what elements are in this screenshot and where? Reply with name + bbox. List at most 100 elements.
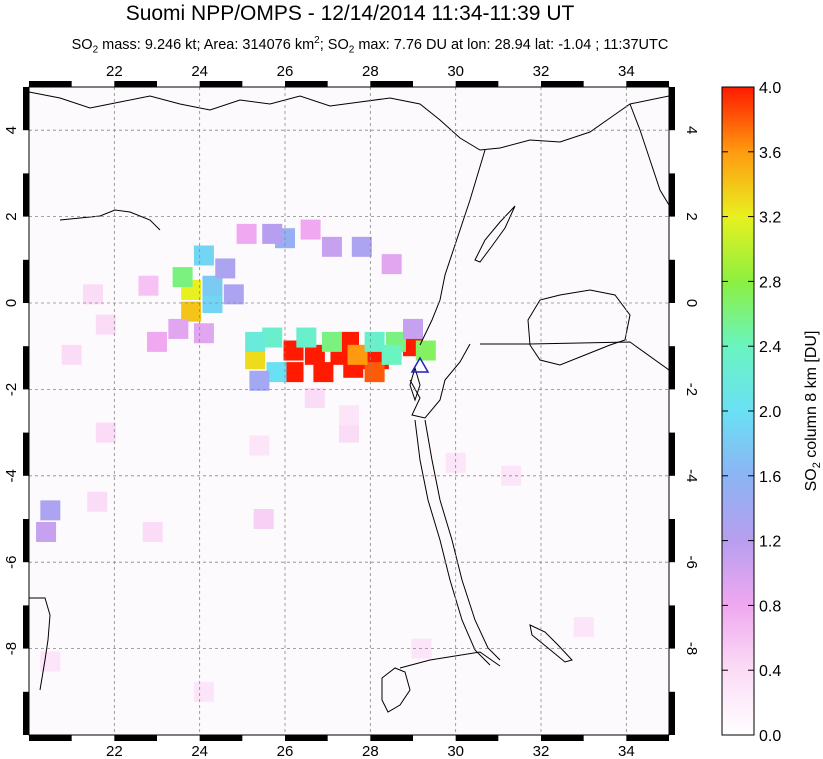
x-tick-label-bottom: 24 (191, 743, 208, 759)
colorbar-tick-label: 2.0 (759, 404, 781, 421)
so2-pixel (351, 236, 372, 257)
so2-pixel (249, 370, 270, 391)
chart-title: Suomi NPP/OMPS - 12/14/2014 11:34-11:39 … (125, 2, 575, 25)
lake-albert (474, 205, 516, 263)
frame-bar (23, 519, 29, 563)
lake-victoria (527, 289, 631, 366)
so2-pixel (381, 254, 402, 275)
so2-pixel (138, 275, 159, 296)
so2-pixel (403, 318, 423, 339)
colorbar-tick-label: 0.0 (759, 728, 781, 745)
lake-tanganyika-west (414, 419, 491, 666)
frame-bar (669, 87, 675, 131)
border-burundi (409, 343, 471, 419)
y-tick-label-left: -6 (3, 556, 20, 569)
so2-pixel (573, 617, 594, 637)
x-tick-label-bottom: 28 (362, 743, 379, 759)
x-tick-label-top: 34 (618, 63, 635, 80)
border-zambia-tz (399, 651, 501, 669)
so2-pixel (304, 344, 325, 365)
so2-pixel (253, 509, 274, 529)
subtitle-part3: max: 7.76 DU at lon: 28.94 lat: -1.04 ; … (354, 36, 669, 53)
gridlines (29, 87, 669, 735)
y-tick-label-right: 2 (683, 212, 700, 220)
x-tick-label-top: 24 (191, 63, 208, 80)
so2-pixel (364, 362, 385, 383)
y-tick-label-right: -8 (683, 642, 700, 655)
y-tick-label-left: 4 (3, 126, 20, 134)
frame-bar (541, 735, 584, 741)
colorbar-label-sub: 2 (811, 462, 823, 468)
so2-pixel (347, 344, 368, 365)
colorbar-label-post: column 8 km [DU] (803, 331, 820, 463)
border-north (29, 91, 669, 151)
frame-bar (669, 691, 675, 735)
so2-pixel (415, 340, 436, 361)
y-tick-label-right: 0 (683, 299, 700, 307)
colorbar-label: SO2 column 8 km [DU] (803, 331, 823, 492)
x-tick-label-top: 32 (533, 63, 550, 80)
so2-pixel (321, 331, 342, 352)
so2-pixel (168, 318, 189, 339)
x-tick-label-top: 30 (447, 63, 464, 80)
subtitle-sub2: 2 (348, 44, 355, 56)
subtitle-so: SO (71, 36, 93, 53)
so2-pixel (313, 362, 334, 383)
so2-pixel (300, 219, 321, 240)
colorbar-tick-label: 1.6 (759, 469, 781, 486)
so2-pixel (249, 435, 270, 456)
frame-bar (23, 173, 29, 217)
frame-bar (199, 735, 243, 741)
x-tick-label-bottom: 22 (106, 743, 123, 759)
so2-pixel (193, 323, 214, 344)
colorbar-tick-label: 1.2 (759, 534, 781, 551)
frame-bar (114, 735, 157, 741)
frame-bar (669, 519, 675, 563)
border-uganda-west (419, 149, 486, 346)
so2-pixel (95, 314, 116, 335)
so2-pixel (223, 284, 244, 305)
so2-pixel (147, 331, 167, 352)
x-tick-label-top: 22 (106, 63, 123, 80)
y-tick-label-left: -8 (3, 642, 20, 655)
y-tick-label-left: -2 (3, 383, 20, 396)
x-tick-label-bottom: 26 (277, 743, 294, 759)
so2-pixel (381, 344, 402, 365)
lake-tanganyika-east (424, 419, 501, 661)
y-tick-label-left: -4 (3, 469, 20, 482)
y-tick-label-left: 2 (3, 212, 20, 220)
so2-pixel (283, 362, 304, 383)
x-tick-label-bottom: 32 (533, 743, 550, 759)
lake-bangweulu (529, 624, 573, 663)
y-tick-label-left: 0 (3, 299, 20, 307)
so2-pixel (266, 362, 287, 383)
x-tick-label-top: 28 (362, 63, 379, 80)
frame-bar (23, 605, 29, 649)
so2-pixel (215, 258, 236, 279)
frame-bar (23, 691, 29, 735)
so2-pixel (61, 344, 82, 365)
x-tick-label-top: 26 (277, 63, 294, 80)
frame-bar (23, 259, 29, 303)
so2-pixel (181, 301, 202, 322)
chart-subtitle: SO2 mass: 9.246 kt; Area: 314076 km2; SO… (0, 35, 740, 56)
so2-pixel (40, 500, 61, 521)
frame-bar (455, 735, 499, 741)
colorbar-tick-label: 0.8 (759, 598, 781, 615)
so2-pixel (321, 236, 342, 257)
map-frame (28, 86, 670, 736)
so2-pixel (304, 388, 325, 409)
so2-pixel (262, 223, 283, 244)
colorbar-tick-label: 3.2 (759, 210, 781, 227)
frame-bar (114, 81, 157, 87)
frame-bar (199, 81, 243, 87)
frame-bar (626, 735, 669, 741)
so2-pixel (339, 405, 359, 426)
so2-pixel (339, 422, 359, 443)
frame-bar (669, 346, 675, 390)
frame-bar (23, 346, 29, 390)
subtitle-part2: ; SO (319, 36, 349, 53)
volcano-marker (410, 356, 430, 373)
colorbar-tick-label: 4.0 (759, 80, 781, 97)
